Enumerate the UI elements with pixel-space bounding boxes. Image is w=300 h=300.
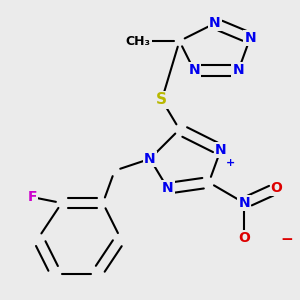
Text: N: N <box>162 181 173 195</box>
Text: N: N <box>215 143 226 157</box>
Text: N: N <box>232 64 244 77</box>
Text: N: N <box>188 64 200 77</box>
Text: N: N <box>244 31 256 45</box>
Text: N: N <box>238 196 250 210</box>
Text: O: O <box>238 231 250 245</box>
Text: S: S <box>156 92 167 107</box>
Text: +: + <box>226 158 236 168</box>
Text: −: − <box>280 232 293 247</box>
Text: N: N <box>144 152 156 166</box>
Text: CH₃: CH₃ <box>126 34 151 48</box>
Text: N: N <box>209 16 220 30</box>
Text: F: F <box>28 190 37 204</box>
Text: O: O <box>271 181 283 195</box>
